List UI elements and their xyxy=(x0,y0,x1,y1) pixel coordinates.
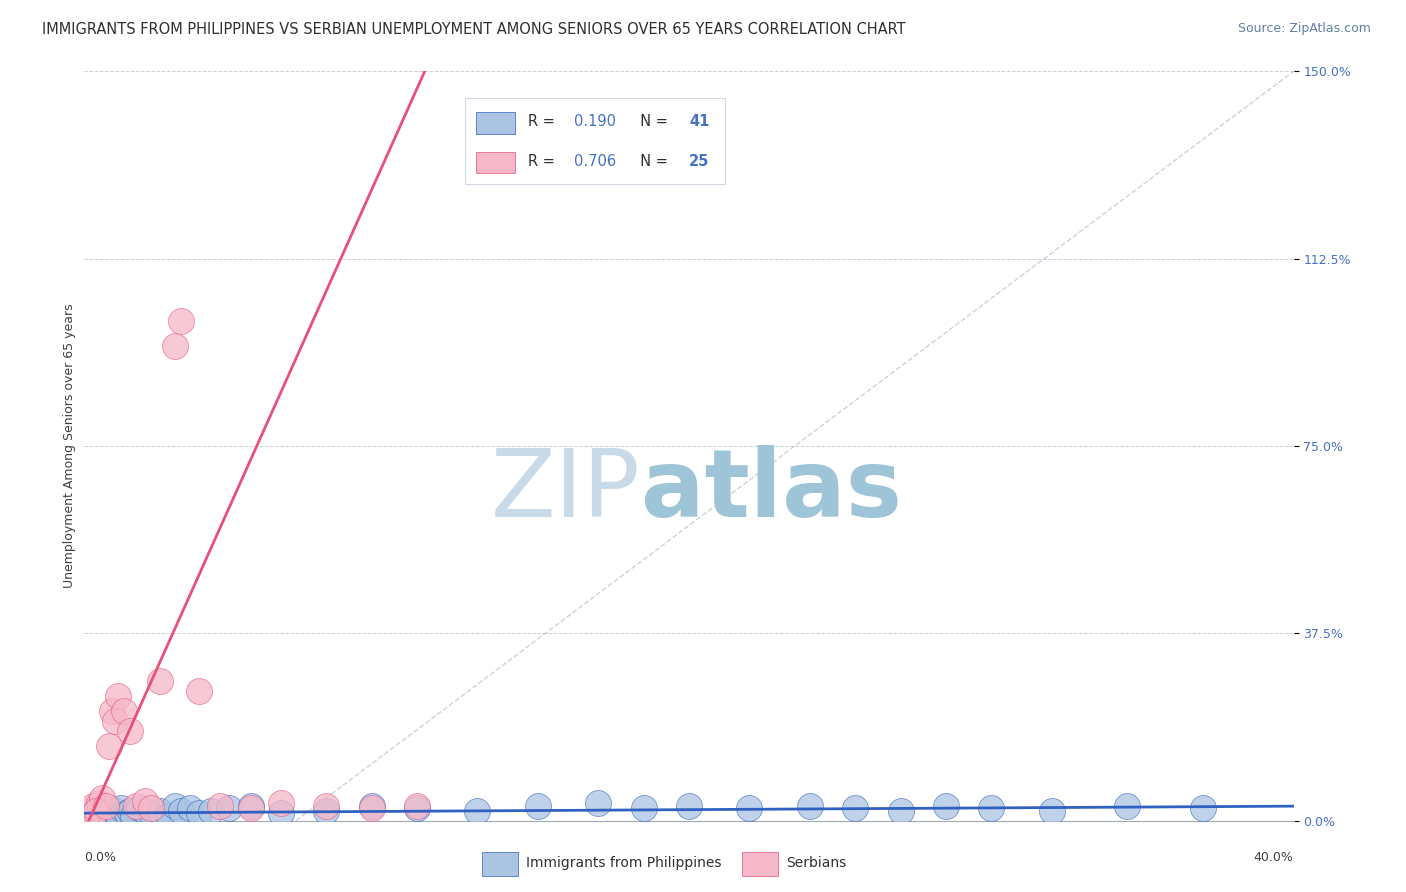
Point xyxy=(104,714,127,728)
Point xyxy=(121,808,143,822)
Point xyxy=(82,806,104,821)
Text: Immigrants from Philippines: Immigrants from Philippines xyxy=(526,856,721,871)
Point xyxy=(170,804,193,818)
Point xyxy=(91,791,114,805)
FancyBboxPatch shape xyxy=(482,852,519,876)
Text: 0.706: 0.706 xyxy=(574,153,616,169)
Point xyxy=(134,794,156,808)
Point xyxy=(239,801,262,815)
Point xyxy=(588,796,610,810)
Point xyxy=(315,798,337,813)
Point xyxy=(94,798,117,813)
Text: R =: R = xyxy=(529,153,560,169)
Point xyxy=(89,796,111,810)
Text: ZIP: ZIP xyxy=(491,445,641,537)
Point xyxy=(170,314,193,328)
Y-axis label: Unemployment Among Seniors over 65 years: Unemployment Among Seniors over 65 years xyxy=(63,303,76,589)
Point xyxy=(360,801,382,815)
Point xyxy=(467,804,489,818)
Point xyxy=(799,798,821,813)
Text: 40.0%: 40.0% xyxy=(1254,851,1294,863)
Text: 0.0%: 0.0% xyxy=(84,851,117,863)
Point xyxy=(97,739,120,753)
Text: 25: 25 xyxy=(689,153,709,169)
Point xyxy=(844,801,866,815)
Text: Source: ZipAtlas.com: Source: ZipAtlas.com xyxy=(1237,22,1371,36)
Text: 0.190: 0.190 xyxy=(574,114,616,129)
Text: IMMIGRANTS FROM PHILIPPINES VS SERBIAN UNEMPLOYMENT AMONG SENIORS OVER 65 YEARS : IMMIGRANTS FROM PHILIPPINES VS SERBIAN U… xyxy=(42,22,905,37)
Point xyxy=(270,806,292,821)
Point xyxy=(94,801,117,815)
Point xyxy=(104,804,127,818)
Point xyxy=(118,804,141,818)
Point xyxy=(89,804,111,818)
Text: Serbians: Serbians xyxy=(786,856,846,871)
Text: N =: N = xyxy=(631,114,672,129)
Point xyxy=(100,704,122,718)
Point xyxy=(165,798,187,813)
Point xyxy=(139,806,162,821)
Point xyxy=(149,673,172,688)
Point xyxy=(165,339,187,353)
Point xyxy=(935,798,957,813)
Point xyxy=(86,804,108,818)
Point xyxy=(1040,804,1063,818)
FancyBboxPatch shape xyxy=(465,97,725,184)
FancyBboxPatch shape xyxy=(477,112,515,134)
Point xyxy=(188,683,211,698)
Point xyxy=(209,798,232,813)
Point xyxy=(157,808,180,822)
Point xyxy=(82,798,104,813)
Point xyxy=(115,806,138,821)
Text: N =: N = xyxy=(631,153,672,169)
Point xyxy=(890,804,912,818)
Point xyxy=(125,798,148,813)
Point xyxy=(107,808,129,822)
Point xyxy=(406,798,429,813)
Point xyxy=(149,804,172,818)
Point xyxy=(200,804,222,818)
Point xyxy=(406,801,429,815)
Point xyxy=(1192,801,1215,815)
Text: atlas: atlas xyxy=(641,445,901,537)
Point xyxy=(678,798,700,813)
Point xyxy=(633,801,655,815)
Point xyxy=(738,801,761,815)
Text: 41: 41 xyxy=(689,114,709,129)
Point xyxy=(118,723,141,738)
Point xyxy=(527,798,550,813)
Point xyxy=(270,796,292,810)
Point xyxy=(79,804,101,818)
Point xyxy=(110,801,132,815)
Point xyxy=(128,801,150,815)
Point xyxy=(1116,798,1139,813)
Point xyxy=(179,801,201,815)
Point xyxy=(980,801,1002,815)
Point xyxy=(91,808,114,822)
Text: R =: R = xyxy=(529,114,560,129)
Point xyxy=(97,806,120,821)
Point xyxy=(315,804,337,818)
Point xyxy=(188,806,211,821)
FancyBboxPatch shape xyxy=(742,852,779,876)
FancyBboxPatch shape xyxy=(477,152,515,173)
Point xyxy=(239,798,262,813)
Point xyxy=(134,804,156,818)
Point xyxy=(360,798,382,813)
Point xyxy=(139,801,162,815)
Point xyxy=(112,704,135,718)
Point xyxy=(218,801,240,815)
Point xyxy=(107,689,129,703)
